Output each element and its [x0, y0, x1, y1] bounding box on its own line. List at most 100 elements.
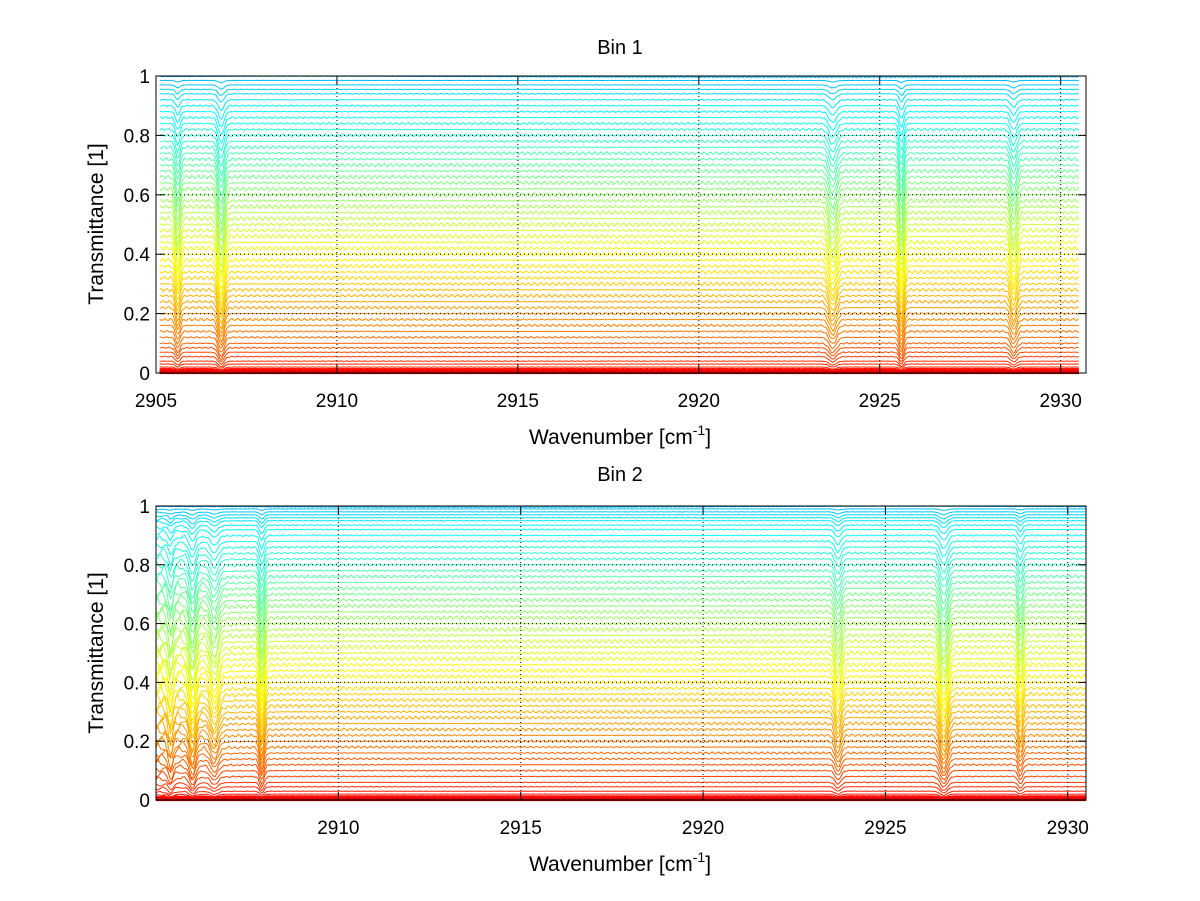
y-tick-label: 0.4	[124, 245, 151, 266]
chart-panel-bin-1: Bin 1 2905 2910 2915 2920 2925 2930 0 0.2 0.4 0.6…	[85, 37, 1087, 449]
y-tick-label: 0.4	[124, 673, 151, 694]
spectrum-line	[159, 281, 1080, 316]
spectrum-line	[155, 626, 1087, 671]
spectrum-line	[159, 363, 1079, 370]
spectrum-line	[159, 323, 1079, 347]
spectrum-line	[159, 351, 1079, 363]
spectrum-line	[159, 263, 1080, 301]
spectrum-line	[155, 785, 1087, 794]
spectrum-line	[159, 92, 1079, 103]
spectrum-line	[156, 795, 1086, 800]
x-tick-label: 2920	[682, 818, 724, 839]
spectrum-line	[159, 245, 1079, 284]
spectrum-line	[155, 597, 1087, 634]
spectrum-line	[159, 139, 1080, 168]
spectrum-line	[159, 293, 1079, 324]
spectrum-line	[159, 335, 1079, 354]
y-tick-label: 0	[139, 791, 150, 812]
spectrum-line	[155, 557, 1087, 583]
spectrum-line	[159, 121, 1079, 145]
spectrum-line	[155, 514, 1087, 520]
chart-panel-bin-2: Bin 2 2910 2915 2920 2925 2930 0 0.2 0.4 0.6 0.8 1…	[85, 464, 1089, 876]
x-tick-label: 2930	[1040, 391, 1082, 412]
y-tick-label: 1	[139, 67, 150, 88]
spectrum-line	[155, 511, 1086, 516]
spectrum-line	[155, 574, 1087, 605]
spectrum-line	[159, 233, 1080, 275]
spectrum-line	[155, 655, 1087, 699]
spectrum-line	[155, 769, 1087, 786]
spectrum-line	[155, 603, 1087, 646]
plot-frame	[155, 75, 1087, 374]
spectrum-line	[155, 781, 1087, 792]
spectrum-line	[159, 329, 1080, 351]
y-tick-label: 0.6	[124, 186, 150, 207]
spectrum-line	[159, 257, 1080, 297]
spectrum-line	[155, 667, 1087, 709]
spectrum-line	[155, 568, 1087, 600]
y-tick-label: 0.6	[124, 615, 150, 636]
spectrum-line	[155, 709, 1087, 745]
spectrum-line	[159, 98, 1079, 112]
spectrum-line	[159, 174, 1080, 210]
spectrum-line	[159, 342, 1079, 358]
spectrum-line	[155, 650, 1087, 693]
x-axis-label: Wavenumber [cm-1]	[529, 849, 711, 876]
spectrum-line	[155, 721, 1087, 755]
axis-ticks: 2910 2915 2920 2925 2930 0 0.2 0.4 0.6 0.8 1	[124, 497, 1089, 839]
grid-lines	[156, 506, 1086, 800]
spectrum-line	[155, 519, 1087, 530]
spectrum-line	[155, 524, 1086, 535]
spectrum-line	[155, 790, 1087, 797]
chart-title: Bin 1	[597, 37, 643, 59]
spectrum-line	[155, 697, 1087, 737]
spectrum-line	[159, 209, 1080, 251]
spectrum-line	[155, 691, 1087, 732]
y-tick-label: 0.2	[124, 732, 150, 753]
spectrum-line	[155, 516, 1087, 525]
y-tick-label: 0.8	[124, 126, 150, 147]
spectrum-line	[159, 133, 1080, 160]
spectrum-line	[155, 739, 1087, 768]
y-tick-label: 0	[139, 364, 150, 385]
spectrum-line	[159, 115, 1080, 136]
spectrum-line	[155, 751, 1086, 776]
spectrum-line	[159, 215, 1080, 256]
spectrum-line	[155, 580, 1087, 613]
spectrum-line	[159, 197, 1079, 238]
spectrum-line	[155, 703, 1087, 739]
spectrum-line	[155, 591, 1087, 627]
spectrum-line	[155, 644, 1087, 691]
spectrum-line	[159, 180, 1080, 218]
chart-title: Bin 2	[597, 464, 643, 486]
x-tick-label: 2925	[864, 818, 906, 839]
x-tick-label: 2915	[497, 391, 539, 412]
spectrum-line	[159, 127, 1080, 153]
spectrum-line	[155, 727, 1087, 758]
spectrum-line	[155, 661, 1087, 705]
spectrum-line	[155, 793, 1086, 798]
spectrum-line	[159, 305, 1080, 334]
spectrum-line	[155, 685, 1087, 726]
y-axis-label: Transmittance [1]	[85, 143, 108, 304]
spectrum-line	[159, 275, 1080, 313]
spectrum-line	[159, 239, 1080, 280]
x-tick-label: 2915	[500, 818, 542, 839]
spectrum-line	[159, 88, 1079, 97]
spectrum-line	[159, 168, 1080, 205]
spectrum-line	[159, 104, 1079, 121]
spectrum-line	[159, 145, 1080, 177]
spectrum-line	[159, 355, 1079, 365]
series-lines	[159, 75, 1080, 375]
spectrum-line	[155, 609, 1087, 651]
spectrum-line	[159, 150, 1079, 184]
spectrum-line	[155, 534, 1087, 551]
spectrum-line	[155, 551, 1087, 575]
spectrum-line	[159, 287, 1079, 320]
spectrum-line	[155, 545, 1087, 567]
spectrum-line	[159, 366, 1079, 371]
axis-ticks: 2905 2910 2915 2920 2925 2930 0 0.2 0.4 0.6 0.8 1	[124, 67, 1086, 412]
spectrum-line	[155, 585, 1087, 622]
spectrum-line	[155, 614, 1087, 655]
